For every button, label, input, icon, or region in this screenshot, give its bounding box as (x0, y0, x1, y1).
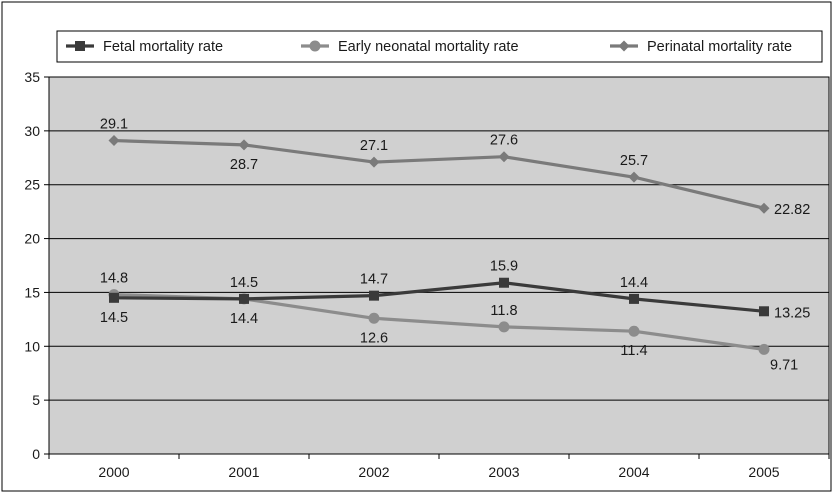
legend-label: Early neonatal mortality rate (338, 39, 519, 55)
data-point-square (239, 294, 249, 304)
data-label: 27.6 (490, 133, 518, 149)
data-point-circle (759, 344, 770, 355)
data-point-circle (499, 321, 510, 332)
y-tick-label: 30 (24, 123, 40, 139)
legend-marker-square (75, 41, 85, 51)
legend-marker-circle (310, 41, 321, 52)
x-tick-label: 2000 (98, 464, 129, 480)
data-label: 15.9 (490, 259, 518, 275)
data-point-circle (629, 326, 640, 337)
data-point-circle (369, 313, 380, 324)
data-point-square (369, 291, 379, 301)
legend-label: Perinatal mortality rate (647, 39, 792, 55)
data-label: 29.1 (100, 117, 128, 133)
y-tick-label: 0 (32, 446, 40, 462)
data-label: 25.7 (620, 153, 648, 169)
data-label: 28.7 (230, 157, 258, 173)
data-label: 14.4 (620, 275, 648, 291)
x-tick-label: 2002 (358, 464, 389, 480)
data-label: 9.71 (770, 357, 798, 373)
y-tick-label: 10 (24, 338, 40, 354)
x-tick-label: 2005 (748, 464, 779, 480)
legend-label: Fetal mortality rate (103, 39, 223, 55)
data-point-square (759, 306, 769, 316)
x-tick-label: 2004 (618, 464, 649, 480)
data-label: 11.4 (620, 343, 647, 359)
data-label: 12.6 (360, 330, 388, 346)
data-label: 14.5 (100, 310, 128, 326)
data-label: 14.7 (360, 272, 388, 288)
data-label: 14.8 (100, 271, 128, 287)
plot-area (49, 77, 829, 454)
data-label: 14.5 (230, 275, 258, 291)
data-label: 13.25 (774, 305, 810, 321)
y-tick-label: 35 (24, 69, 40, 85)
y-tick-label: 25 (24, 177, 40, 193)
data-point-square (629, 294, 639, 304)
data-label: 14.4 (230, 311, 258, 327)
data-point-square (109, 293, 119, 303)
x-tick-label: 2001 (228, 464, 259, 480)
data-label: 27.1 (360, 138, 388, 154)
x-tick-label: 2003 (488, 464, 519, 480)
y-tick-label: 5 (32, 392, 40, 408)
legend: Fetal mortality rate Early neonatal morta… (57, 31, 822, 62)
y-tick-label: 20 (24, 231, 40, 247)
data-label: 11.8 (490, 303, 517, 319)
y-tick-label: 15 (24, 284, 40, 300)
data-point-square (499, 278, 509, 288)
data-label: 22.82 (774, 202, 810, 218)
